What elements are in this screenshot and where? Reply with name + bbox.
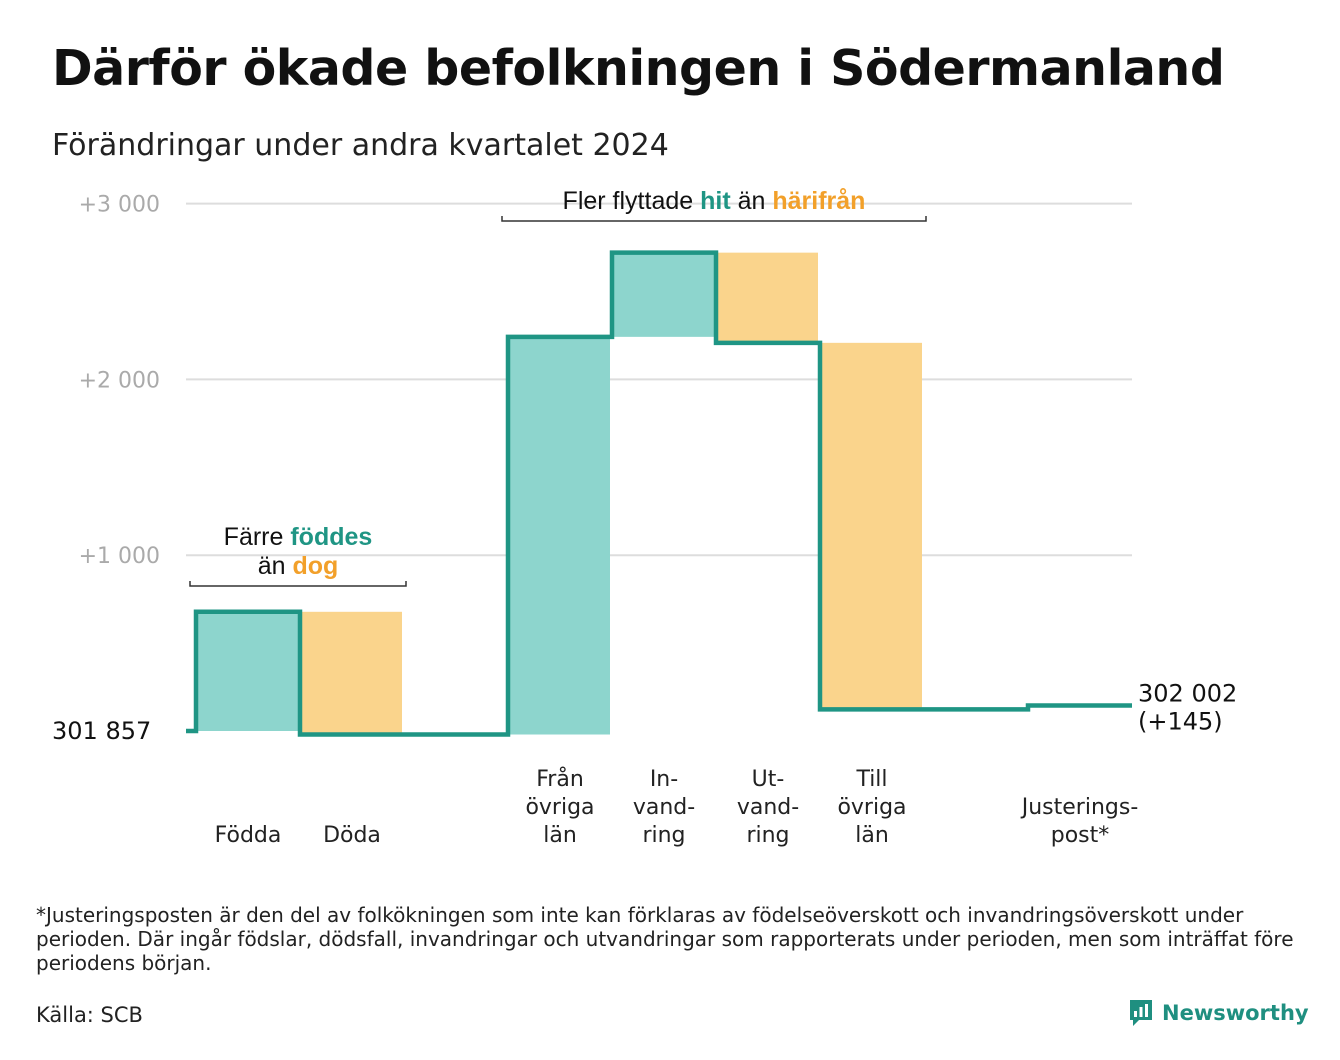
y-tick-label-1: +2 000 xyxy=(79,368,160,393)
y-tick-label-2: +3 000 xyxy=(79,193,160,218)
chart-subtitle: Förändringar under andra kvartalet 2024 xyxy=(52,128,669,163)
annotation-bracket-1 xyxy=(501,216,927,222)
y-tick-label-0: +1 000 xyxy=(79,544,160,569)
annotation-segment-0-0-1: föddes xyxy=(290,523,372,551)
newsworthy-chart-bubble-icon xyxy=(1130,1000,1152,1026)
category-label-1-0: Döda xyxy=(323,823,381,848)
annotation-segment-1-0-0: Fler flyttade xyxy=(563,187,701,215)
category-label-8-1: post* xyxy=(1051,823,1110,848)
bar-1 xyxy=(300,611,402,735)
newsworthy-logo: Newsworthy xyxy=(1128,998,1309,1028)
category-label-6-2: län xyxy=(855,823,889,848)
end-change-label: (+145) xyxy=(1138,708,1223,736)
end-value-label: 302 002 xyxy=(1138,680,1237,708)
category-label-5-2: ring xyxy=(746,823,789,848)
category-label-8-0: Justerings- xyxy=(1020,795,1139,820)
bar-3 xyxy=(508,336,610,735)
bar-0 xyxy=(196,611,298,731)
start-value-label: 301 857 xyxy=(52,717,151,745)
category-label-5-1: vand- xyxy=(737,795,799,820)
annotation-segment-1-0-1: hit xyxy=(700,187,731,215)
annotation-segment-0-0-0: Färre xyxy=(224,523,291,551)
bar-5 xyxy=(716,252,818,343)
annotation-text-1-0: Fler flyttade hit än härifrån xyxy=(563,187,866,215)
category-label-4-2: ring xyxy=(642,823,685,848)
category-label-3-1: övriga xyxy=(525,795,594,820)
logo-text: Newsworthy xyxy=(1162,1001,1309,1025)
annotation-segment-0-1-0: än xyxy=(258,552,293,580)
category-label-4-1: vand- xyxy=(633,795,695,820)
annotation-bracket-0 xyxy=(189,581,407,587)
bar-4 xyxy=(612,252,714,337)
source-note: Källa: SCB xyxy=(36,1003,143,1027)
bar-6 xyxy=(820,342,922,710)
category-label-6-0: Till xyxy=(855,767,887,792)
category-label-3-2: län xyxy=(543,823,577,848)
waterfall-chart: +1 000 +2 000 +3 000 301 857 302 002(+145) Fö… xyxy=(52,187,1237,848)
footnote: *Justeringsposten är den del av folkökni… xyxy=(36,903,1294,975)
category-label-3-0: Från xyxy=(536,766,584,792)
annotation-segment-1-0-2: än xyxy=(731,187,773,215)
category-label-5-0: Ut- xyxy=(752,767,785,792)
annotation-segment-1-0-3: härifrån xyxy=(772,187,865,215)
annotation-text-0-0: Färre föddes xyxy=(224,523,373,551)
category-label-6-1: övriga xyxy=(837,795,906,820)
category-label-0-0: Födda xyxy=(215,823,282,848)
annotation-text-0-1: än dog xyxy=(258,552,339,580)
chart-title: Därför ökade befolkningen i Södermanland xyxy=(52,40,1225,97)
category-label-4-0: In- xyxy=(650,767,678,792)
annotation-segment-0-1-1: dog xyxy=(292,552,338,580)
cumulative-step-line xyxy=(186,250,1132,737)
